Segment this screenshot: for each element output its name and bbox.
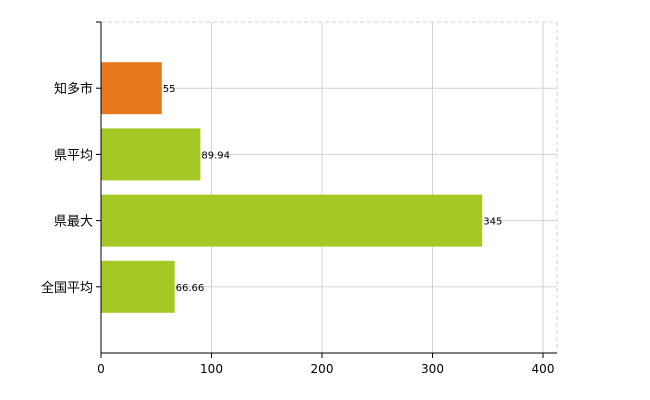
x-tick-label: 200 xyxy=(311,362,334,376)
x-tick-label: 400 xyxy=(532,362,555,376)
x-tick-label: 100 xyxy=(200,362,223,376)
bar xyxy=(101,194,483,247)
data-label: 55 xyxy=(163,84,176,95)
category-label: 県平均 xyxy=(54,148,93,163)
category-label: 全国平均 xyxy=(41,280,93,296)
x-tick-label: 0 xyxy=(97,362,105,376)
category-label: 県最大 xyxy=(54,215,93,230)
data-label: 66.66 xyxy=(176,283,205,294)
bar xyxy=(101,62,162,115)
data-label: 345 xyxy=(483,217,502,228)
bar xyxy=(101,128,201,181)
data-label: 89.94 xyxy=(201,150,230,161)
category-label: 知多市 xyxy=(54,81,93,97)
x-tick-label: 300 xyxy=(421,362,444,376)
bar xyxy=(101,260,175,313)
